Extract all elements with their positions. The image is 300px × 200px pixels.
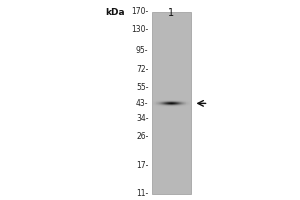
Text: 11-: 11- — [136, 190, 148, 198]
Text: 43-: 43- — [136, 99, 148, 108]
Bar — [152, 12, 190, 194]
Text: 170-: 170- — [131, 7, 148, 17]
Text: 17-: 17- — [136, 161, 148, 170]
Text: 1: 1 — [168, 8, 174, 18]
Text: kDa: kDa — [106, 8, 125, 17]
Text: 34-: 34- — [136, 114, 148, 123]
Text: 130-: 130- — [131, 25, 148, 34]
Text: 55-: 55- — [136, 83, 148, 92]
Text: 95-: 95- — [136, 46, 148, 55]
Text: 26-: 26- — [136, 132, 148, 141]
Text: 72-: 72- — [136, 65, 148, 74]
